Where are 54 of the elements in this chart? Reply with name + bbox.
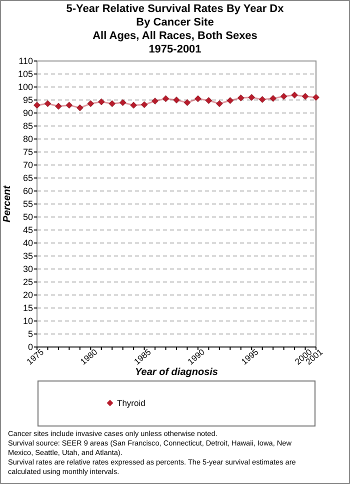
y-tick-label: 100 xyxy=(18,82,33,92)
point xyxy=(98,98,105,106)
y-tick-label: 5 xyxy=(28,329,33,340)
point xyxy=(280,92,288,100)
point xyxy=(205,97,212,104)
point xyxy=(184,99,191,106)
point xyxy=(291,92,298,98)
y-tick-label: 0 xyxy=(28,342,33,352)
point xyxy=(66,102,73,109)
point xyxy=(226,97,234,104)
y-tick-label: 95 xyxy=(22,95,33,106)
y-tick-label: 20 xyxy=(22,290,33,300)
point xyxy=(87,100,94,108)
point xyxy=(55,102,62,110)
point xyxy=(34,102,40,109)
point xyxy=(130,102,137,109)
point xyxy=(140,101,148,108)
point xyxy=(173,96,180,104)
y-tick-label: 70 xyxy=(22,160,33,170)
y-tick-label: 80 xyxy=(22,134,33,144)
point xyxy=(76,104,84,112)
point xyxy=(152,98,158,104)
y-tick-label: 75 xyxy=(22,147,33,158)
point xyxy=(119,99,126,106)
point xyxy=(194,95,202,102)
point xyxy=(312,94,320,101)
point xyxy=(270,95,276,102)
point xyxy=(162,95,170,102)
y-tick-label: 105 xyxy=(18,69,33,80)
y-tick-label: 40 xyxy=(22,238,33,248)
y-tick-label: 60 xyxy=(22,186,33,196)
y-tick-label: 65 xyxy=(22,173,33,184)
y-tick-label: 35 xyxy=(22,251,33,262)
y-tick-label: 10 xyxy=(22,316,33,326)
point xyxy=(216,100,223,108)
y-tick-label: 85 xyxy=(22,121,33,132)
y-tick-label: 110 xyxy=(18,56,33,66)
y-tick-label: 30 xyxy=(22,264,33,274)
point xyxy=(302,92,309,100)
y-tick-label: 15 xyxy=(22,303,33,314)
y-tick-label: 25 xyxy=(22,277,33,288)
y-tick-label: 90 xyxy=(22,108,33,118)
y-axis-title: Percent xyxy=(2,184,13,222)
point xyxy=(237,94,244,102)
point xyxy=(258,96,266,103)
point xyxy=(248,94,256,101)
point xyxy=(44,100,52,108)
legend-label: Thyroid xyxy=(117,398,146,408)
y-tick-label: 50 xyxy=(22,212,33,222)
y-tick-label: 55 xyxy=(22,199,33,210)
chart-title: 5-Year Relative Survival Rates By Year Dx By Cancer Site All Ages, All Races, Both Sexes 1975-2001 xyxy=(66,3,285,56)
point xyxy=(108,100,116,108)
x-axis-title: Year of diagnosis xyxy=(135,367,218,378)
y-tick-label: 45 xyxy=(22,225,33,236)
